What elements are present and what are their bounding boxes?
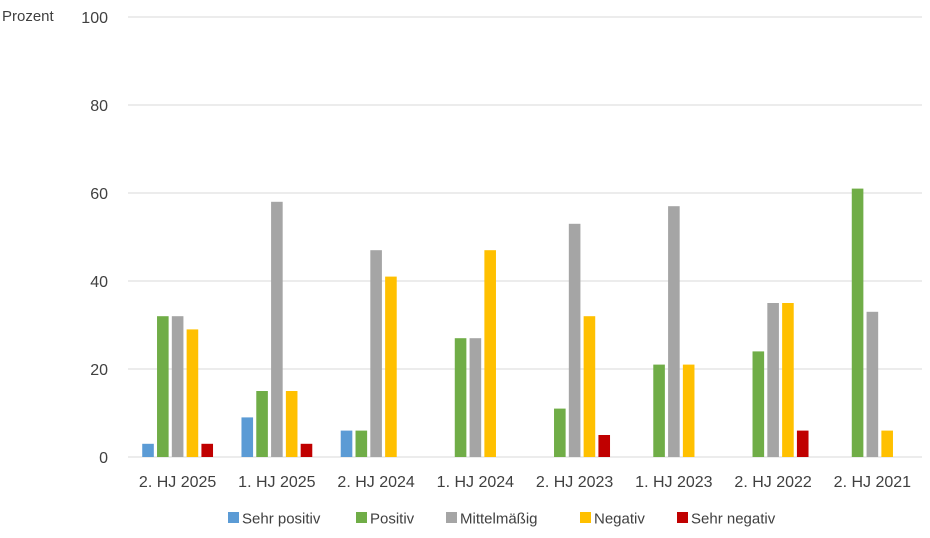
y-axis-label: Prozent bbox=[2, 8, 55, 25]
x-axis-categories: 2. HJ 2025 1. HJ 2025 2. HJ 2024 1. HJ 2024… bbox=[139, 474, 911, 491]
y-tick-label: 80 bbox=[90, 98, 108, 115]
legend-label: Positiv bbox=[370, 511, 415, 528]
legend-swatch bbox=[228, 512, 239, 523]
bar-mittelm-ig bbox=[866, 311, 879, 457]
y-tick-label: 0 bbox=[99, 450, 108, 467]
bar-negativ bbox=[186, 329, 199, 457]
bar-mittelm-ig bbox=[370, 250, 382, 457]
bar-sehr-positiv bbox=[241, 417, 254, 457]
bar-negativ bbox=[881, 430, 893, 457]
bar-sehr-positiv bbox=[142, 443, 154, 457]
bar-positiv bbox=[355, 430, 368, 457]
x-category-label: 2. HJ 2025 bbox=[139, 474, 216, 491]
legend-swatch bbox=[446, 512, 457, 523]
grid bbox=[128, 16, 922, 458]
legend: Sehr positiv Positiv Mittelmäßig Negativ Seh… bbox=[228, 511, 776, 528]
bar-negativ bbox=[583, 316, 596, 457]
bar-negativ bbox=[484, 250, 496, 457]
bar-positiv bbox=[653, 364, 665, 457]
legend-label: Sehr negativ bbox=[691, 511, 776, 528]
bar-negativ bbox=[285, 391, 298, 457]
bar-mittelm-ig bbox=[469, 338, 482, 457]
x-category-label: 1. HJ 2023 bbox=[635, 474, 712, 491]
y-axis-ticks: 0 20 40 60 80 100 bbox=[81, 10, 108, 467]
x-category-label: 1. HJ 2025 bbox=[238, 474, 315, 491]
bar-negativ bbox=[682, 364, 695, 457]
y-tick-label: 20 bbox=[90, 362, 108, 379]
bar-negativ bbox=[385, 276, 397, 457]
bar-sehr-negativ bbox=[796, 430, 809, 457]
y-tick-label: 100 bbox=[81, 10, 108, 27]
x-category-label: 2. HJ 2023 bbox=[536, 474, 613, 491]
bar-sehr-positiv bbox=[340, 430, 353, 457]
x-category-label: 2. HJ 2021 bbox=[834, 474, 911, 491]
legend-swatch bbox=[677, 512, 688, 523]
bars bbox=[142, 188, 893, 457]
x-category-label: 2. HJ 2024 bbox=[337, 474, 414, 491]
legend-label: Mittelmäßig bbox=[460, 511, 538, 528]
x-category-label: 1. HJ 2024 bbox=[437, 474, 514, 491]
bar-mittelm-ig bbox=[668, 206, 680, 457]
x-category-label: 2. HJ 2022 bbox=[734, 474, 811, 491]
bar-positiv bbox=[256, 391, 268, 457]
bar-mittelm-ig bbox=[171, 316, 184, 457]
bar-sehr-negativ bbox=[300, 443, 313, 457]
y-tick-label: 60 bbox=[90, 186, 108, 203]
bar-positiv bbox=[851, 188, 864, 457]
y-tick-label: 40 bbox=[90, 274, 108, 291]
legend-swatch bbox=[356, 512, 367, 523]
legend-label: Negativ bbox=[594, 511, 645, 528]
bar-positiv bbox=[752, 351, 765, 457]
bar-negativ bbox=[782, 303, 794, 457]
bar-positiv bbox=[157, 316, 169, 457]
legend-swatch bbox=[580, 512, 591, 523]
bar-mittelm-ig bbox=[568, 223, 581, 457]
bar-sehr-negativ bbox=[598, 435, 611, 457]
bar-sehr-negativ bbox=[201, 443, 214, 457]
bar-positiv bbox=[454, 338, 467, 457]
bar-positiv bbox=[554, 408, 566, 457]
bar-mittelm-ig bbox=[271, 201, 283, 457]
legend-label: Sehr positiv bbox=[242, 511, 321, 528]
bar-mittelm-ig bbox=[767, 303, 779, 457]
